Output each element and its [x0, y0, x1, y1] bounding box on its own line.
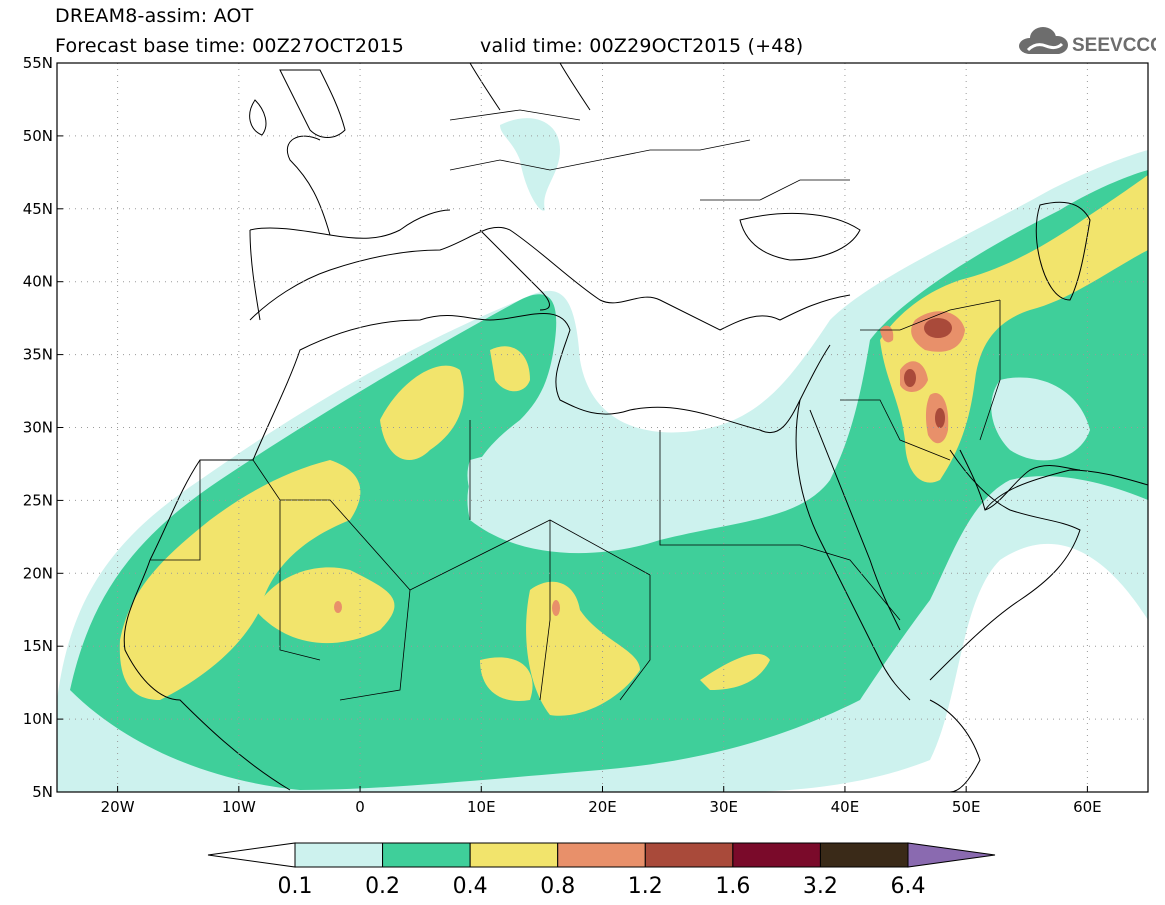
lat-tick-label: 20N: [23, 564, 53, 582]
colorbar-segment: [644, 842, 734, 868]
lat-tick-label: 30N: [23, 419, 53, 437]
lon-tick-label: 0: [355, 798, 365, 816]
lon-tick-label: 10E: [467, 798, 496, 816]
lon-tick-label: 30E: [709, 798, 738, 816]
colorbar-segment: [819, 842, 909, 868]
aot-band-1.2: [904, 318, 952, 428]
country-borders: [150, 109, 1001, 701]
colorbar-label: 6.4: [891, 874, 926, 899]
lon-tick-label: 10W: [222, 798, 256, 816]
colorbar-segment: [382, 842, 471, 868]
lat-tick-label: 40N: [23, 273, 53, 291]
colorbar-segment: [732, 842, 821, 868]
colorbar-label: 0.2: [365, 874, 400, 899]
colorbar-label: 0.8: [540, 874, 575, 899]
axis-ticks: 20W 10W 0 10E 20E 30E 40E 50E 60E 5N 10N 15N 20N 25N 3…: [23, 54, 1102, 816]
lon-tick-label: 60E: [1073, 798, 1102, 816]
lon-tick-label: 20E: [588, 798, 617, 816]
aot-low-patches: [467, 377, 1090, 533]
lat-tick-label: 5N: [32, 783, 53, 801]
lat-tick-label: 45N: [23, 200, 53, 218]
lon-tick-label: 40E: [831, 798, 860, 816]
colorbar-label: 1.2: [628, 874, 663, 899]
colorbar-segment: [294, 842, 384, 868]
lat-tick-label: 35N: [23, 346, 53, 364]
colorbar: 0.1 0.2 0.4 0.8 1.2 1.6 3.2 6.4: [207, 842, 996, 899]
lat-tick-label: 25N: [23, 491, 53, 509]
seevccc-logo: SEEVCCC: [1016, 24, 1164, 58]
lon-tick-label: 50E: [952, 798, 981, 816]
lon-tick-label: 20W: [101, 798, 135, 816]
lat-tick-label: 50N: [23, 127, 53, 145]
colorbar-over-triangle: [907, 842, 996, 868]
cloud-icon: SEEVCCC: [1019, 27, 1164, 56]
colorbar-under-triangle: [207, 842, 296, 868]
colorbar-segment: [557, 842, 646, 868]
valid-time: valid time: 00Z29OCT2015 (+48): [480, 35, 804, 57]
colorbar-label: 0.1: [278, 874, 313, 899]
colorbar-label: 3.2: [803, 874, 838, 899]
lat-tick-label: 15N: [23, 637, 53, 655]
aot-band-0.4: [119, 175, 1148, 716]
colorbar-segment: [469, 842, 559, 868]
lat-tick-label: 55N: [23, 54, 53, 72]
colorbar-label: 0.4: [453, 874, 488, 899]
forecast-base-time: Forecast base time: 00Z27OCT2015: [55, 35, 405, 57]
map-title: DREAM8-assim: AOT: [55, 5, 254, 27]
lat-tick-label: 10N: [23, 710, 53, 728]
logo-text: SEEVCCC: [1072, 35, 1156, 56]
colorbar-label: 1.6: [715, 874, 750, 899]
